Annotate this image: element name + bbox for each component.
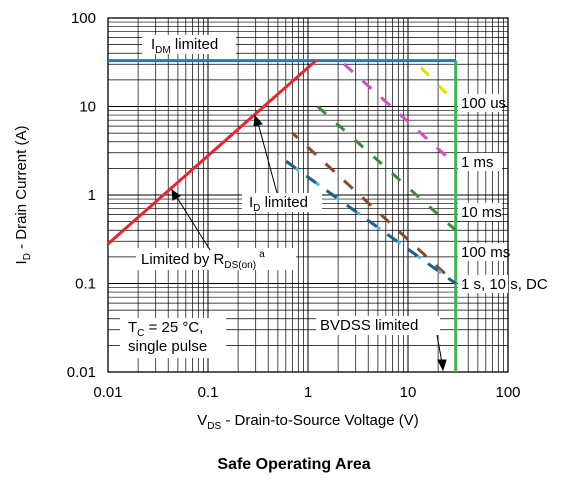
x-tick-label: 1 bbox=[304, 384, 312, 401]
x-tick-label: 100 bbox=[495, 384, 520, 401]
y-axis-label: ID - Drain Current (A) bbox=[13, 126, 33, 265]
y-tick-label: 1 bbox=[88, 187, 96, 204]
series-layer bbox=[107, 59, 458, 372]
chart-title: Safe Operating Area bbox=[217, 456, 370, 473]
y-tick-label: 0.01 bbox=[67, 364, 96, 381]
annotation-tc: TC = 25 °C, bbox=[128, 319, 203, 339]
label-10ms: 10 ms bbox=[461, 204, 502, 221]
series-100-us bbox=[413, 59, 457, 104]
series-1-s-10-s-dc-2- bbox=[277, 154, 457, 285]
x-tick-label: 10 bbox=[400, 384, 417, 401]
series-limited-by-rds-on- bbox=[107, 59, 317, 246]
x-tick-label: 0.01 bbox=[93, 384, 122, 401]
y-tick-label: 0.1 bbox=[75, 276, 96, 293]
series-10-ms bbox=[316, 105, 457, 232]
label-dc: 1 s, 10 s, DC bbox=[461, 276, 548, 293]
annotation-limited-by-rds: Limited by RDS(on)a bbox=[141, 249, 265, 271]
label-100us: 100 us bbox=[461, 95, 506, 112]
plot-frame bbox=[107, 17, 509, 373]
label-100ms: 100 ms bbox=[461, 244, 510, 261]
annotation-single-pulse: single pulse bbox=[128, 338, 207, 355]
annotation-arrows bbox=[171, 114, 447, 372]
tick-labels: 0.01 0.1 1 10 100 100 10 1 0.1 0.01 bbox=[67, 10, 521, 401]
annotation-id-limited: ID limited bbox=[249, 194, 308, 214]
y-tick-label: 10 bbox=[79, 99, 96, 116]
x-axis-label: VDS - Drain-to-Source Voltage (V) bbox=[197, 412, 419, 432]
x-tick-label: 0.1 bbox=[198, 384, 219, 401]
annotation-bvdss-limited: BVDSS limited bbox=[320, 317, 418, 334]
annotation-idm-limited: IDM limited bbox=[151, 36, 218, 56]
y-tick-label: 100 bbox=[71, 10, 96, 27]
label-1ms: 1 ms bbox=[461, 154, 494, 171]
